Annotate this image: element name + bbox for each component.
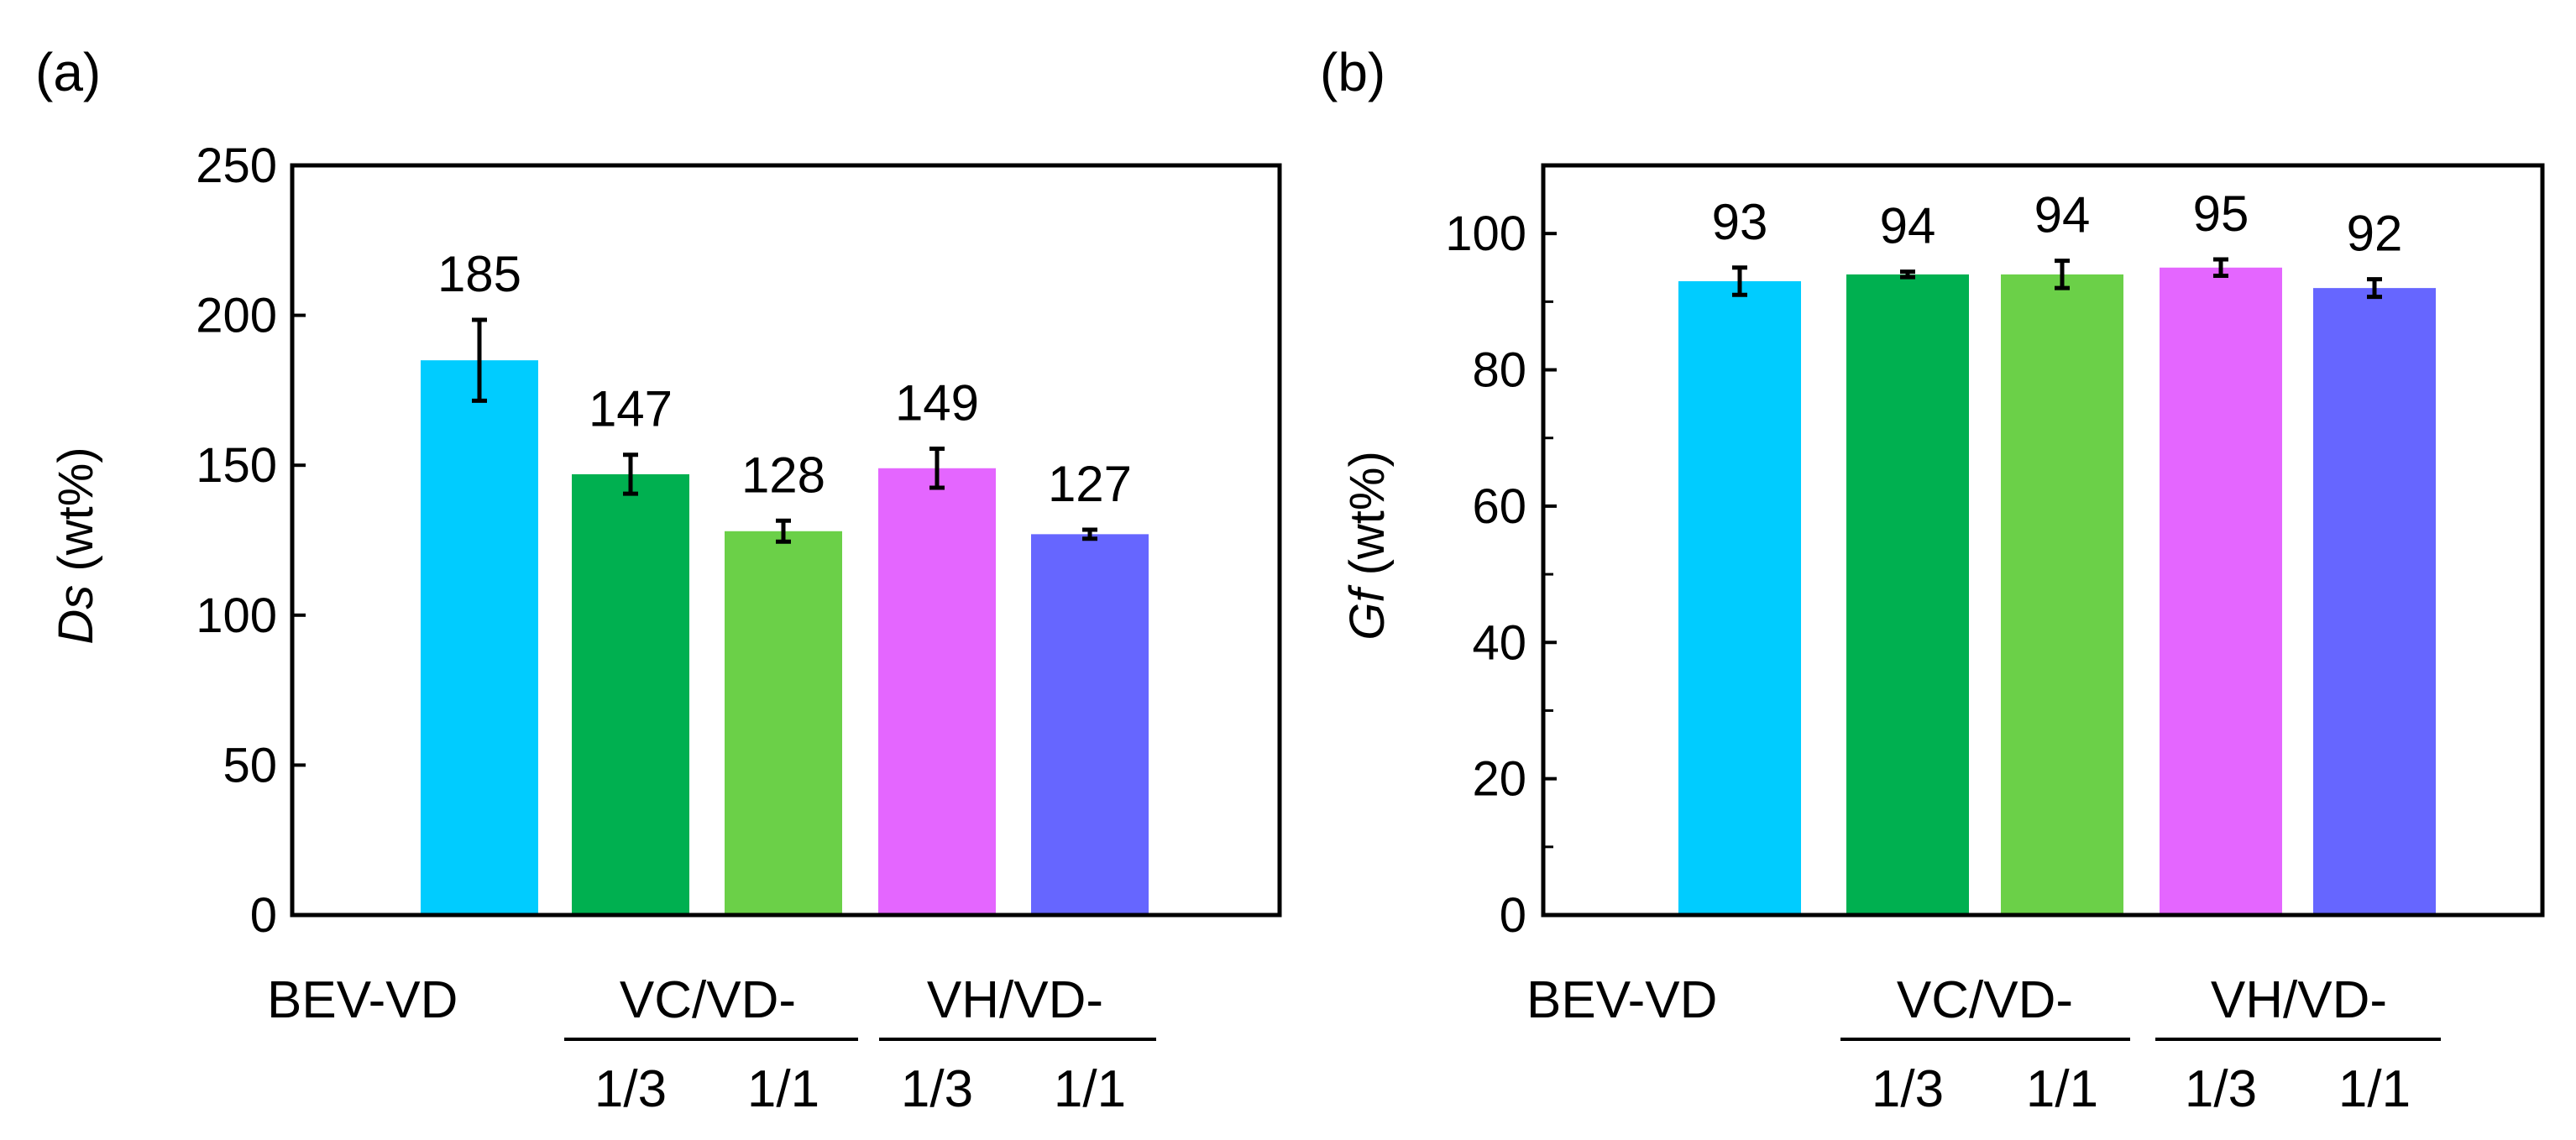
panel-a-y-tick-label: 200 xyxy=(196,289,277,343)
panel-b-bar-5 xyxy=(2313,288,2436,915)
panel-b-bar-3 xyxy=(2001,274,2123,916)
panel-b-y-tick-label: 0 xyxy=(1500,888,1526,943)
panel-b-bar-2 xyxy=(1846,274,1969,916)
panel-a: (a) Ds (wt%) 0 50 100 150 200 250 185 147 128 14… xyxy=(35,42,1282,1118)
panel-a-bar-5 xyxy=(1031,534,1149,915)
panel-a-error-bar-1 xyxy=(472,317,487,403)
panel-b-bar-4 xyxy=(2160,267,2282,916)
panel-a-bar-4 xyxy=(878,468,996,915)
panel-a-plot-frame xyxy=(290,163,1282,918)
panel-b-ratio-3: 1/3 xyxy=(2185,1060,2257,1118)
panel-a-bar-3 xyxy=(725,531,842,915)
panel-a-y-tick-label: 100 xyxy=(196,588,277,643)
panel-b-data-label-3: 94 xyxy=(2034,187,2091,243)
panel-b-cat-bev: BEV-VD xyxy=(1526,971,1717,1029)
panel-b: (b) Gf (wt%) 0 20 40 60 80 100 93 94 94 95 92 BEV… xyxy=(1320,42,2545,1118)
panel-b-ratio-1: 1/3 xyxy=(1872,1060,1944,1118)
panel-a-y-axis-symbol: Ds xyxy=(49,585,103,645)
panel-b-data-label-5: 92 xyxy=(2347,206,2403,262)
panel-b-ratio-2: 1/1 xyxy=(2026,1060,2098,1118)
panel-b-cat-group2: VH/VD- xyxy=(2211,971,2387,1029)
panel-a-bar-2 xyxy=(572,473,689,915)
panel-b-y-axis-symbol: Gf xyxy=(1340,584,1395,641)
panel-a-data-label-2: 147 xyxy=(589,381,673,437)
panel-b-error-bar-4 xyxy=(2213,257,2228,279)
panel-a-y-axis-title: Ds (wt%) xyxy=(49,447,103,644)
panel-b-bar-1 xyxy=(1678,281,1801,915)
panel-a-bar-1 xyxy=(421,360,538,915)
panel-b-label: (b) xyxy=(1320,42,1385,102)
panel-a-ratio-1: 1/3 xyxy=(594,1060,667,1118)
panel-a-data-label-5: 127 xyxy=(1048,456,1132,512)
panel-b-error-bar-3 xyxy=(2055,259,2070,290)
panel-b-error-bar-2 xyxy=(1900,269,1915,280)
panel-b-y-ticks: 0 20 40 60 80 100 xyxy=(1445,164,1557,943)
panel-b-data-label-1: 93 xyxy=(1712,194,1768,250)
panel-b-cat-group1: VC/VD- xyxy=(1897,971,2073,1029)
panel-b-data-label-2: 94 xyxy=(1880,198,1936,254)
panel-a-ratio-3: 1/3 xyxy=(901,1060,973,1118)
panel-a-ratio-2: 1/1 xyxy=(747,1060,819,1118)
panel-b-y-axis-unit: (wt%) xyxy=(1340,451,1395,588)
panel-a-label: (a) xyxy=(35,42,101,102)
panel-b-plot-frame xyxy=(1541,163,2545,918)
panel-a-y-tick-label: 0 xyxy=(250,888,277,943)
panel-a-cat-bev: BEV-VD xyxy=(267,971,458,1029)
panel-a-cat-group1: VC/VD- xyxy=(620,971,796,1029)
panel-b-error-bar-5 xyxy=(2367,277,2382,300)
panel-b-y-axis-title: Gf (wt%) xyxy=(1340,451,1395,641)
panel-b-y-tick-label: 20 xyxy=(1472,752,1526,807)
panel-a-y-ticks: 0 50 100 150 200 250 xyxy=(196,139,306,943)
panel-a-y-tick-label: 50 xyxy=(223,738,277,792)
panel-a-error-bar-4 xyxy=(929,447,945,490)
panel-b-bars: 93 94 94 95 92 xyxy=(1678,186,2436,916)
panel-b-y-tick-label: 40 xyxy=(1472,615,1526,670)
panel-a-y-tick-label: 150 xyxy=(196,438,277,493)
panel-b-y-tick-label: 60 xyxy=(1472,479,1526,534)
panel-a-bars: 185 147 128 149 127 xyxy=(421,246,1149,915)
panel-a-data-label-4: 149 xyxy=(895,375,979,431)
panel-a-y-axis-unit: (wt%) xyxy=(49,447,103,584)
panel-b-data-label-4: 95 xyxy=(2193,186,2249,242)
panel-b-ratio-4: 1/1 xyxy=(2338,1060,2411,1118)
panel-b-y-tick-label: 80 xyxy=(1472,343,1526,398)
panel-b-y-tick-label: 100 xyxy=(1445,207,1526,261)
panel-a-data-label-1: 185 xyxy=(437,246,521,302)
panel-a-error-bar-3 xyxy=(776,518,791,544)
panel-a-error-bar-5 xyxy=(1082,527,1097,541)
panel-a-cat-group2: VH/VD- xyxy=(927,971,1103,1029)
panel-a-data-label-3: 128 xyxy=(741,447,825,503)
panel-b-error-bar-1 xyxy=(1732,265,1747,297)
panel-a-y-tick-label: 250 xyxy=(196,139,277,193)
panel-a-ratio-4: 1/1 xyxy=(1054,1060,1126,1118)
panel-a-error-bar-2 xyxy=(623,452,638,496)
